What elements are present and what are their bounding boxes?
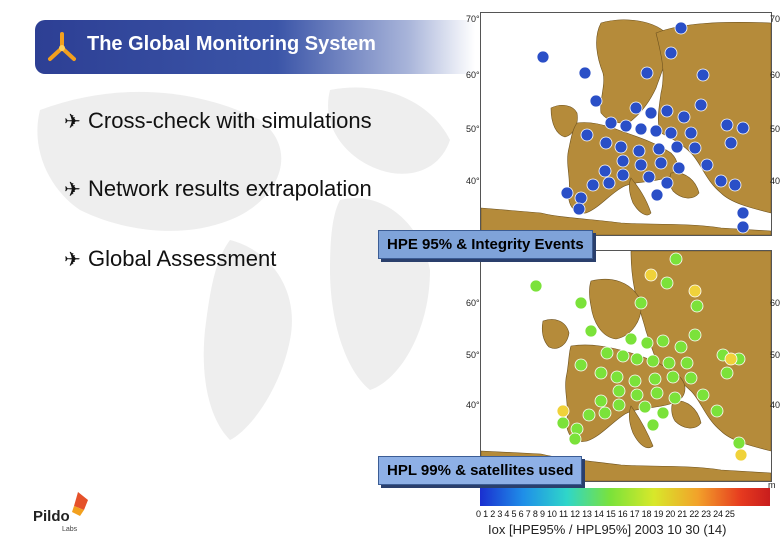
map-bottom-lat-50: 50° (466, 350, 480, 360)
bullet-global-assessment: ✈ Global Assessment (64, 246, 276, 272)
airplane-icon: ✈ (64, 111, 81, 133)
map-top-right-60: 60° (770, 70, 780, 80)
network-icon (48, 32, 76, 61)
bullet-network-results: ✈ Network results extrapolation (64, 176, 372, 202)
slide-title-bar: The Global Monitoring System (35, 20, 475, 74)
logo-subtitle: Labs (62, 526, 78, 533)
map-bottom-lat-40: 40° (466, 400, 480, 410)
lat-label: 70° (480, 18, 481, 27)
callout-hpe-integrity: HPE 95% & Integrity Events (378, 230, 593, 259)
map-top-right-40: 40° (770, 176, 780, 186)
airplane-icon: ✈ (64, 179, 81, 201)
logo-name: Pildo (33, 508, 70, 525)
map-bottom-right-50: 50° (770, 350, 780, 360)
map-hpl-satellites (480, 250, 772, 482)
map-top-lat-60: 60° (466, 70, 480, 80)
bullet-text: Global Assessment (88, 246, 277, 271)
colorbar-ticks: 0 1 2 3 4 5 6 7 8 9 10 11 12 13 14 15 16… (476, 509, 735, 519)
colorbar (480, 488, 770, 506)
map-caption: Iox [HPE95% / HPL95%] 2003 10 30 (14) (488, 522, 727, 537)
map-hpe-integrity: 70° (480, 12, 772, 236)
map-top-lat-50: 50° (466, 124, 480, 134)
pildo-logo-icon (72, 492, 88, 516)
bullet-text: Network results extrapolation (88, 176, 372, 201)
map-bottom-right-60: 60° (770, 298, 780, 308)
colorbar-unit: m (768, 480, 776, 490)
airplane-icon: ✈ (64, 249, 81, 271)
map-top-lat-70: 70° (466, 14, 480, 24)
page-title: The Global Monitoring System (87, 33, 376, 55)
callout-hpl-satellites: HPL 99% & satellites used (378, 456, 583, 485)
bullet-text: Cross-check with simulations (88, 108, 372, 133)
map-top-right-70: 70° (770, 14, 780, 24)
map-bottom-right-40: 40° (770, 400, 780, 410)
map-bottom-lat-60: 60° (466, 298, 480, 308)
map-top-right-50: 50° (770, 124, 780, 134)
map-top-lat-40: 40° (466, 176, 480, 186)
bullet-cross-check: ✈ Cross-check with simulations (64, 108, 372, 134)
